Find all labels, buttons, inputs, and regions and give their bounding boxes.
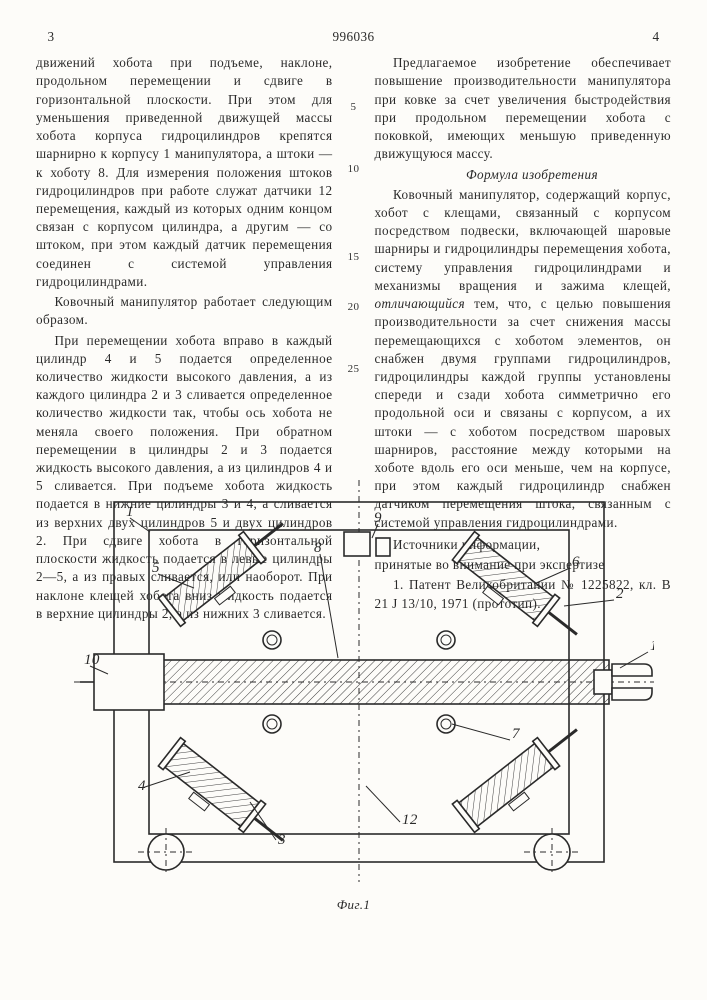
right-column: Предлагаемое изобретение обеспечивает по…: [375, 54, 672, 454]
svg-text:1: 1: [126, 504, 134, 520]
sources-heading: Источники информации,: [375, 536, 672, 554]
left-p2: Ковочный манипулятор работает следующим …: [36, 293, 333, 329]
svg-text:6: 6: [572, 554, 580, 570]
sources-line: принятые во внимание при экспертизе: [375, 556, 672, 574]
page-header: 3 996036 4: [36, 28, 671, 46]
left-p1: движений хобота при подъеме, наклоне, пр…: [36, 54, 333, 291]
right-p2a: Ковочный манипулятор, содержащий корпус,…: [375, 187, 672, 293]
page-number-left: 3: [36, 28, 66, 46]
right-p2: Ковочный манипулятор, содержащий корпус,…: [375, 186, 672, 532]
svg-text:9: 9: [374, 510, 382, 526]
page-number-right: 4: [641, 28, 671, 46]
svg-text:10: 10: [84, 652, 100, 668]
svg-text:2: 2: [616, 586, 624, 602]
right-p2b: тем, что, с целью повышения производител…: [375, 296, 672, 530]
figure-caption: Фиг.1: [36, 896, 671, 914]
formula-heading: Формула изобретения: [375, 166, 672, 184]
right-p2-emph: отличающийся: [375, 296, 466, 311]
svg-text:7: 7: [512, 726, 521, 742]
left-column: движений хобота при подъеме, наклоне, пр…: [36, 54, 333, 454]
line-number-gutter: 510152025: [347, 54, 361, 454]
svg-text:5: 5: [152, 560, 160, 576]
svg-text:8: 8: [314, 540, 322, 556]
svg-text:4: 4: [138, 778, 146, 794]
svg-text:12: 12: [402, 812, 418, 828]
left-p3: При перемещении хобота вправо в каждый ц…: [36, 332, 333, 624]
svg-text:11: 11: [650, 638, 654, 654]
svg-text:3: 3: [277, 832, 286, 848]
document-number: 996036: [66, 28, 641, 46]
text-columns: движений хобота при подъеме, наклоне, пр…: [36, 54, 671, 454]
right-p1: Предлагаемое изобретение обеспечивает по…: [375, 54, 672, 163]
